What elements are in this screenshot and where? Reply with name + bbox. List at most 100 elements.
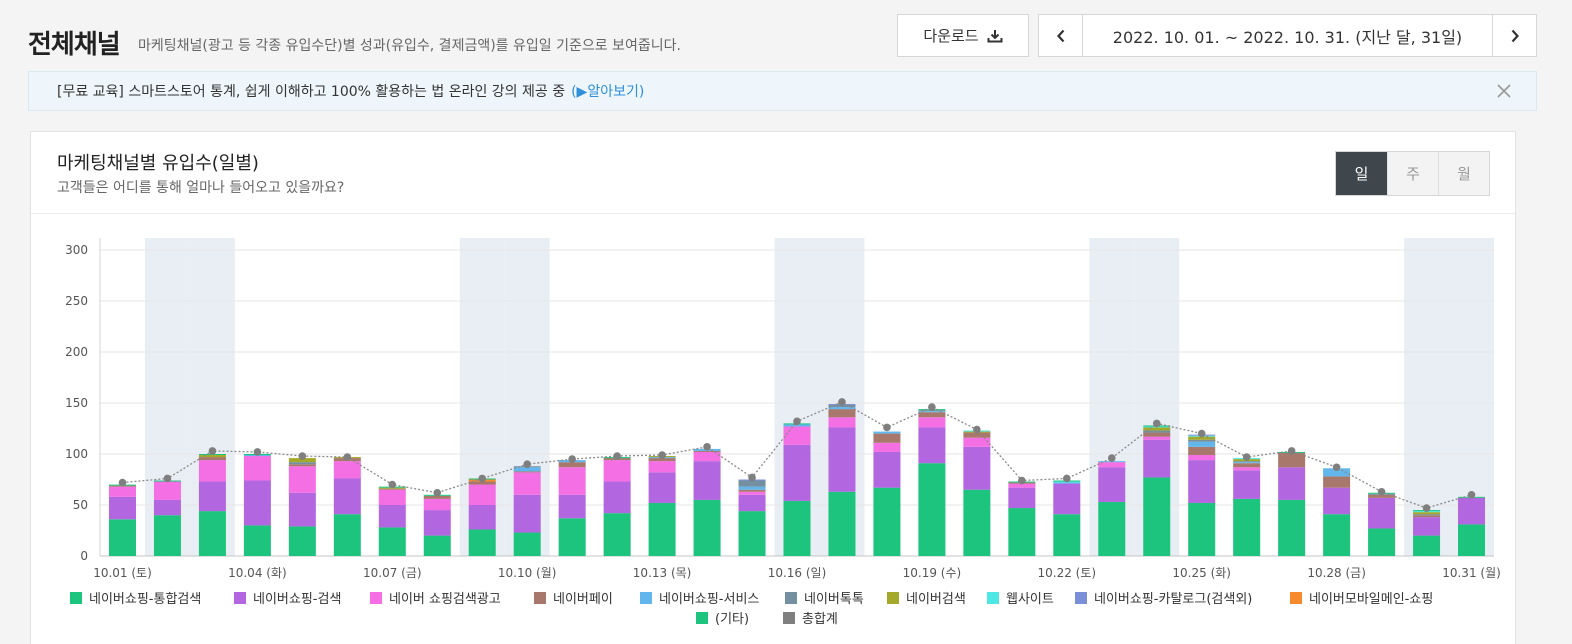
next-period-button[interactable] bbox=[1492, 15, 1536, 56]
total-point bbox=[658, 451, 666, 459]
bar-segment bbox=[603, 513, 631, 556]
notice-text: [무료 교육] 스마트스토어 통계, 쉽게 이해하고 100% 활용하는 법 온… bbox=[57, 84, 566, 100]
date-range-text[interactable]: 2022. 10. 01. ~ 2022. 10. 31. (지난 달, 31일… bbox=[1112, 27, 1463, 47]
total-point bbox=[1287, 447, 1296, 455]
total-point bbox=[433, 488, 442, 497]
total-point bbox=[1197, 429, 1206, 438]
y-tick-label: 50 bbox=[73, 498, 88, 512]
bar-segment bbox=[873, 451, 901, 488]
bar-segment bbox=[1143, 436, 1171, 440]
total-point bbox=[1018, 476, 1026, 485]
total-point bbox=[163, 474, 172, 483]
total-point bbox=[523, 460, 531, 469]
bar-segment bbox=[648, 502, 676, 556]
legend-swatch bbox=[987, 592, 999, 604]
bar-segment bbox=[1323, 514, 1351, 556]
x-tick-label: 10.31 (월) bbox=[1442, 566, 1501, 580]
bar-segment bbox=[918, 412, 946, 418]
bar-segment bbox=[1098, 462, 1126, 468]
total-point bbox=[343, 453, 352, 461]
y-tick-label: 300 bbox=[65, 243, 88, 257]
x-tick-label: 10.10 (월) bbox=[498, 566, 557, 580]
period-month-button[interactable]: 월 bbox=[1438, 152, 1489, 195]
bar-segment bbox=[693, 450, 721, 452]
bar-segment bbox=[648, 472, 676, 503]
bar-segment bbox=[153, 499, 181, 516]
bar-segment bbox=[828, 417, 856, 428]
total-point bbox=[568, 455, 576, 463]
bar-segment bbox=[738, 480, 766, 487]
bar-segment bbox=[513, 472, 541, 495]
legend-label: 네이버모바일메인-쇼핑 bbox=[1309, 592, 1433, 607]
bar-segment bbox=[1368, 528, 1396, 556]
bar-segment bbox=[873, 433, 901, 443]
bar-segment bbox=[198, 455, 226, 458]
bar-segment bbox=[828, 491, 856, 556]
bar-segment bbox=[468, 484, 496, 505]
bar-segment bbox=[378, 505, 406, 528]
bar-segment bbox=[108, 519, 136, 556]
total-point bbox=[793, 417, 801, 426]
bar-segment bbox=[1188, 439, 1216, 442]
bar-segment bbox=[1053, 483, 1081, 515]
bar-segment bbox=[423, 535, 451, 556]
bar-segment bbox=[1188, 460, 1216, 503]
download-button[interactable]: 다운로드 bbox=[897, 14, 1029, 57]
bar-segment bbox=[1458, 497, 1486, 525]
total-point bbox=[1152, 419, 1161, 428]
bar-segment bbox=[423, 495, 451, 499]
bar-segment bbox=[1143, 432, 1171, 437]
x-tick-label: 10.19 (수) bbox=[903, 566, 962, 580]
total-point bbox=[388, 480, 397, 489]
period-week-button[interactable]: 주 bbox=[1387, 152, 1438, 195]
bar-segment bbox=[1008, 483, 1036, 488]
bar-segment bbox=[513, 471, 541, 473]
total-point bbox=[1377, 487, 1386, 496]
close-icon[interactable] bbox=[1496, 83, 1512, 99]
y-tick-label: 150 bbox=[65, 396, 88, 410]
bar-segment bbox=[1458, 524, 1486, 556]
total-point bbox=[613, 452, 621, 460]
bar-segment bbox=[1413, 514, 1441, 516]
bar-segment bbox=[243, 456, 271, 481]
legend-swatch bbox=[234, 592, 246, 604]
chart-title: 마케팅채널별 유입수(일별) bbox=[57, 153, 259, 174]
bar-segment bbox=[513, 467, 541, 472]
legend-label: 네이버페이 bbox=[553, 592, 613, 607]
bar-segment bbox=[1323, 476, 1351, 488]
bar-segment bbox=[1413, 535, 1441, 556]
chart-subtitle: 고객들은 어디를 통해 얼마나 들어오고 있을까요? bbox=[57, 180, 345, 196]
legend-swatch bbox=[783, 612, 795, 624]
bar-segment bbox=[828, 407, 856, 410]
bar-segment bbox=[1233, 467, 1261, 471]
bar-segment bbox=[963, 489, 991, 556]
prev-period-button[interactable] bbox=[1039, 15, 1083, 56]
legend-label: 네이버쇼핑-카탈로그(검색외) bbox=[1094, 592, 1252, 607]
notice-link[interactable]: (▶알아보기) bbox=[571, 84, 645, 100]
total-point bbox=[208, 447, 217, 455]
bar-segment bbox=[693, 451, 721, 462]
legend-swatch bbox=[696, 612, 708, 624]
bar-segment bbox=[198, 460, 226, 482]
bar-segment bbox=[513, 494, 541, 533]
bar-segment bbox=[1278, 452, 1306, 468]
bar-segment bbox=[108, 486, 136, 497]
total-point bbox=[1332, 463, 1341, 472]
chevron-left-icon bbox=[1056, 29, 1064, 42]
bar-segment bbox=[1233, 461, 1261, 463]
bar-segment bbox=[1278, 467, 1306, 500]
bar-segment bbox=[693, 499, 721, 556]
bar-segment bbox=[603, 460, 631, 482]
bar-segment bbox=[468, 481, 496, 485]
period-day-button[interactable]: 일 bbox=[1336, 152, 1387, 195]
bar-segment bbox=[198, 511, 226, 556]
bar-segment bbox=[288, 492, 316, 527]
date-range-selector: 2022. 10. 01. ~ 2022. 10. 31. (지난 달, 31일… bbox=[1038, 14, 1537, 57]
legend-swatch bbox=[640, 592, 652, 604]
page-title: 전체채널 bbox=[28, 30, 121, 60]
bar-segment bbox=[1413, 517, 1441, 536]
total-point bbox=[883, 423, 891, 432]
bar-segment bbox=[1053, 514, 1081, 556]
chart-panel: 마케팅채널별 유입수(일별) 고객들은 어디를 통해 얼마나 들어오고 있을까요… bbox=[30, 131, 1516, 644]
